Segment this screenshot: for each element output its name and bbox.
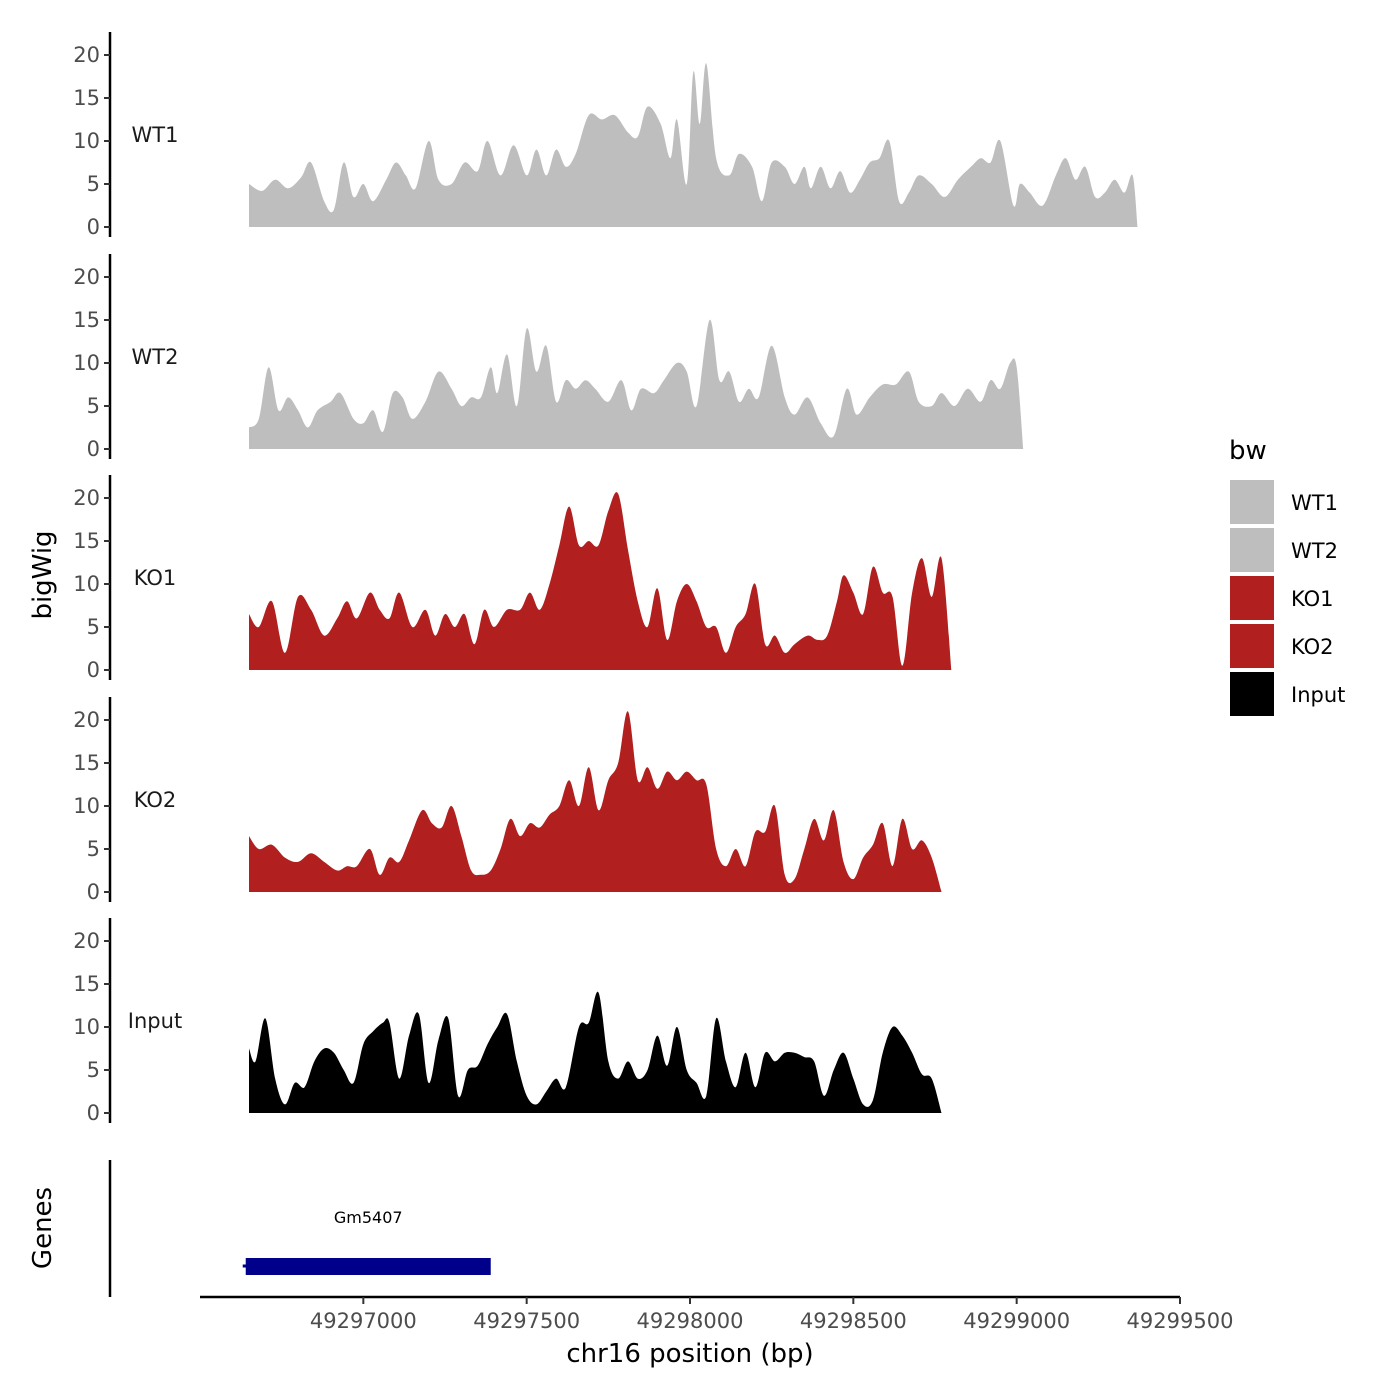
y-tick-label: 20 — [73, 929, 100, 953]
y-tick-label: 15 — [73, 972, 100, 996]
x-tick-label: 49298000 — [637, 1309, 744, 1333]
legend-swatch — [1230, 480, 1274, 524]
track-input: 0 5 10 15 20 Input — [73, 918, 942, 1125]
legend-title: bw — [1229, 436, 1267, 466]
legend-swatch — [1230, 624, 1274, 668]
genes-track-title: Genes — [28, 1187, 58, 1269]
x-tick-label: 49298500 — [800, 1309, 907, 1333]
legend-label: KO2 — [1291, 635, 1334, 659]
x-tick-label: 49297500 — [473, 1309, 580, 1333]
x-axis-title: chr16 position (bp) — [566, 1339, 813, 1369]
y-tick-label: 15 — [73, 751, 100, 775]
x-tick-label: 49297000 — [310, 1309, 417, 1333]
track-label: Input — [128, 1009, 182, 1033]
y-tick-label: 10 — [73, 129, 100, 153]
area-ko2 — [249, 711, 942, 892]
area-ko1 — [249, 492, 952, 670]
track-wt1: 0 5 10 15 20 WT1 — [73, 32, 1138, 239]
gene-track: Gm5407 — [108, 1160, 491, 1297]
y-tick-label: 5 — [87, 394, 100, 418]
y-tick-label: 0 — [87, 880, 100, 904]
y-tick-label: 10 — [73, 794, 100, 818]
track-ko2: 0 5 10 15 20 KO2 — [73, 697, 942, 904]
legend: bw WT1 WT2 KO1 KO2 Input — [1229, 436, 1345, 716]
area-input — [249, 991, 942, 1113]
y-tick-label: 5 — [87, 172, 100, 196]
y-tick-label: 5 — [87, 615, 100, 639]
y-tick-label: 10 — [73, 351, 100, 375]
y-tick-label: 0 — [87, 437, 100, 461]
y-tick-label: 5 — [87, 1058, 100, 1082]
legend-entry-wt2: WT2 — [1230, 528, 1338, 572]
legend-swatch — [1230, 528, 1274, 572]
track-label: WT1 — [132, 123, 179, 147]
area-wt2 — [249, 319, 1024, 449]
y-tick-label: 20 — [73, 43, 100, 67]
y-tick-label: 10 — [73, 1015, 100, 1039]
area-wt1 — [249, 63, 1138, 227]
y-tick-label: 0 — [87, 658, 100, 682]
legend-entry-ko2: KO2 — [1230, 624, 1334, 668]
legend-label: WT2 — [1291, 539, 1338, 563]
y-tick-label: 0 — [87, 1101, 100, 1125]
gene-label: Gm5407 — [334, 1208, 403, 1227]
track-label: WT2 — [132, 345, 179, 369]
y-tick-label: 5 — [87, 837, 100, 861]
track-panels: 0 5 10 15 20 WT1 0 5 10 15 20 WT2 0 5 10 15 20 KO1 0 5 10 15 2… — [73, 32, 1138, 1125]
y-axis-title: bigWig — [28, 530, 58, 619]
legend-entry-ko1: KO1 — [1230, 576, 1334, 620]
y-tick-label: 20 — [73, 708, 100, 732]
legend-entries: WT1 WT2 KO1 KO2 Input — [1230, 480, 1345, 716]
legend-label: Input — [1291, 683, 1345, 707]
track-label: KO1 — [134, 566, 177, 590]
legend-entry-wt1: WT1 — [1230, 480, 1338, 524]
legend-swatch — [1230, 576, 1274, 620]
track-wt2: 0 5 10 15 20 WT2 — [73, 254, 1024, 461]
track-ko1: 0 5 10 15 20 KO1 — [73, 475, 952, 682]
y-tick-label: 20 — [73, 486, 100, 510]
legend-swatch — [1230, 672, 1274, 716]
y-tick-label: 10 — [73, 572, 100, 596]
legend-label: KO1 — [1291, 587, 1334, 611]
x-tick-label: 49299000 — [963, 1309, 1070, 1333]
y-tick-label: 15 — [73, 86, 100, 110]
y-tick-label: 20 — [73, 265, 100, 289]
x-axis: 49297000 49297500 49298000 49298500 49299000… — [200, 1295, 1234, 1333]
y-tick-label: 0 — [87, 215, 100, 239]
x-tick-label: 49299500 — [1127, 1309, 1234, 1333]
legend-entry-input: Input — [1230, 672, 1345, 716]
y-tick-label: 15 — [73, 308, 100, 332]
legend-label: WT1 — [1291, 491, 1338, 515]
gene-bar — [245, 1258, 491, 1275]
track-label: KO2 — [134, 788, 177, 812]
y-tick-label: 15 — [73, 529, 100, 553]
